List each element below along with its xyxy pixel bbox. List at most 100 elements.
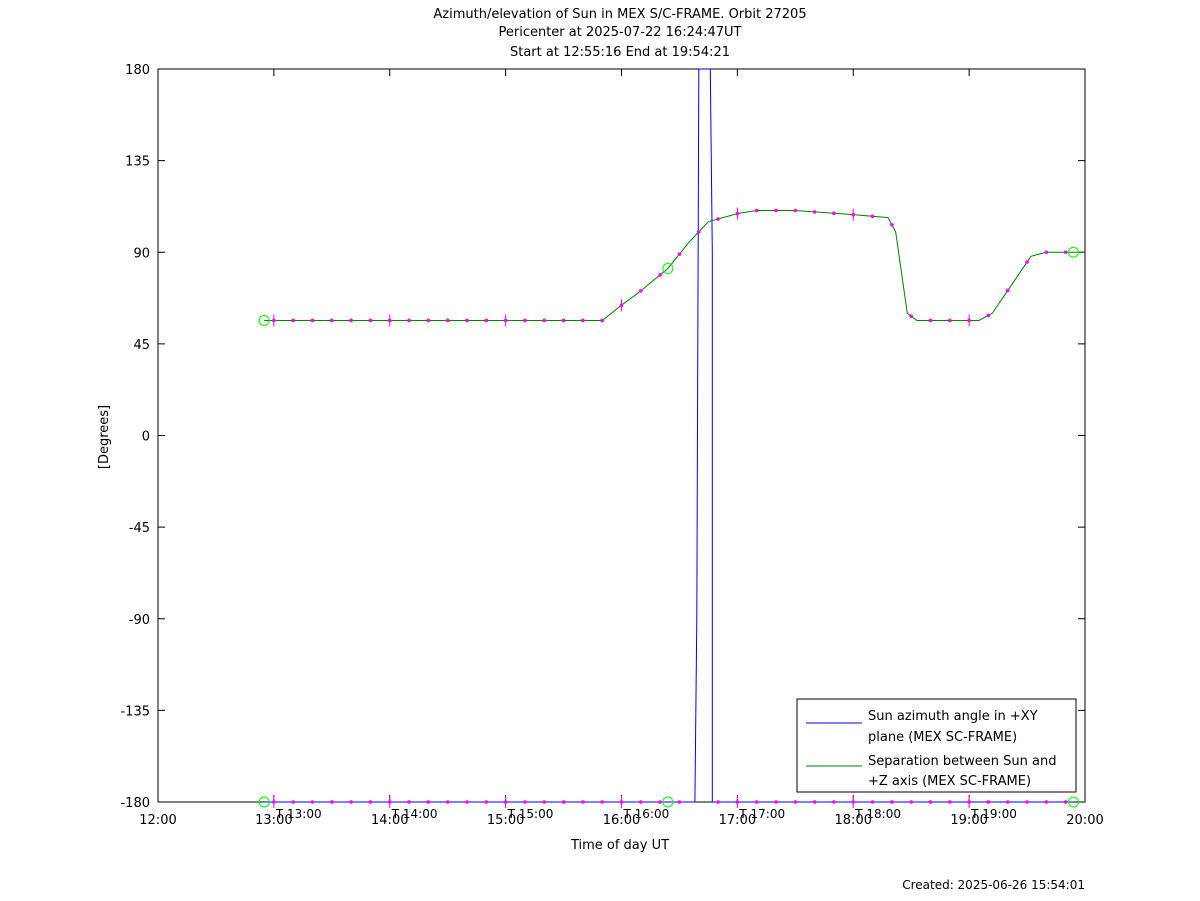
plot-area-frame: [157, 68, 1086, 803]
y-tick-label: 135: [125, 155, 150, 170]
data-point-marker: [658, 800, 662, 804]
data-point-marker: [600, 800, 604, 804]
data-point-marker: [890, 800, 894, 804]
data-point-marker: [774, 800, 778, 804]
chart-subtitle-pericenter: Pericenter at 2025-07-22 16:24:47UT: [498, 25, 741, 40]
x-tick-label: 18:00: [835, 813, 872, 828]
event-circle-marker: [662, 263, 674, 275]
event-circle-marker: [258, 314, 270, 326]
y-tick-label: 180: [125, 63, 150, 78]
legend-box: [796, 698, 1077, 793]
data-point-marker: [639, 289, 643, 293]
data-point-marker: [793, 800, 798, 804]
data-point-marker: [445, 318, 450, 323]
data-point-marker: [600, 318, 604, 323]
x-tick-label: 16:00: [603, 813, 640, 828]
x-tick-label: 13:00: [255, 813, 292, 828]
data-point-marker: [793, 208, 798, 213]
x-axis-label: Time of day UT: [570, 838, 669, 853]
t-marker-label: T 19:00: [970, 807, 1017, 821]
data-point-marker: [716, 800, 720, 804]
data-point-marker: [407, 800, 411, 804]
data-point-marker: [465, 318, 469, 323]
y-tick-label: -45: [129, 521, 150, 536]
data-point-marker: [948, 318, 952, 323]
data-point-marker: [561, 800, 566, 804]
y-tick-label: -180: [120, 796, 150, 811]
data-point-marker: [870, 800, 875, 804]
x-tick-label: 20:00: [1066, 813, 1103, 828]
data-point-marker: [696, 230, 701, 234]
data-point-marker: [812, 210, 817, 214]
legend-label-azimuth-line1: Sun azimuth angle in +XY: [868, 709, 1038, 724]
data-point-marker: [426, 318, 431, 323]
event-circle-marker: [1067, 796, 1079, 808]
data-point-marker: [349, 318, 353, 323]
data-point-marker: [523, 800, 527, 804]
data-point-marker: [909, 800, 913, 804]
chart-title: Azimuth/elevation of Sun in MEX S/C-FRAM…: [433, 7, 806, 22]
data-point-marker: [754, 800, 759, 804]
t-marker-label: T 13:00: [275, 807, 322, 821]
x-tick-label: 17:00: [719, 813, 756, 828]
event-circle-marker: [258, 796, 270, 808]
t-marker-label: T 17:00: [738, 807, 785, 821]
data-point-marker: [986, 800, 991, 804]
legend-label-azimuth-line2: plane (MEX SC-FRAME): [868, 730, 1017, 745]
data-point-marker: [658, 273, 662, 277]
data-point-marker: [484, 318, 489, 323]
created-timestamp: Created: 2025-06-26 15:54:01: [902, 878, 1085, 892]
y-tick-label: 0: [142, 430, 150, 445]
data-point-marker: [1044, 800, 1049, 804]
data-point-marker: [523, 318, 527, 323]
t-marker-label: T 16:00: [623, 807, 670, 821]
series-markers: [258, 207, 1079, 808]
data-point-marker: [561, 318, 566, 323]
data-point-marker: [330, 800, 334, 804]
data-point-marker: [986, 313, 991, 318]
data-point-marker: [639, 800, 643, 804]
data-point-marker: [1005, 800, 1010, 804]
data-point-marker: [754, 208, 759, 213]
data-point-marker: [832, 211, 836, 216]
data-point-marker: [1005, 288, 1010, 293]
event-circle-marker: [662, 796, 674, 808]
x-tick-label: 14:00: [371, 813, 408, 828]
data-point-marker: [484, 800, 489, 804]
x-tick-label: 12:00: [139, 813, 176, 828]
data-point-marker: [909, 314, 913, 318]
data-point-marker: [368, 318, 373, 323]
x-axis-ticks: 12:00 13:00 14:00 15:00 16:00 17:00 18:00 19:00…: [139, 69, 1104, 828]
t-marker-label: T 15:00: [507, 807, 554, 821]
data-point-marker: [928, 318, 933, 323]
data-point-marker: [407, 318, 411, 323]
data-point-marker: [368, 800, 373, 804]
data-point-marker: [581, 800, 585, 804]
data-point-marker: [465, 800, 469, 804]
y-axis-label: [Degrees]: [97, 405, 112, 469]
x-tick-label: 15:00: [487, 813, 524, 828]
legend-label-separation-line2: +Z axis (MEX SC-FRAME): [868, 774, 1031, 789]
data-point-marker: [774, 208, 778, 213]
data-point-marker: [1063, 250, 1068, 255]
data-point-marker: [1063, 800, 1068, 804]
series-line-separation: [264, 210, 1085, 321]
data-point-marker: [581, 318, 585, 323]
chart-subtitle-start-end: Start at 12:55:16 End at 19:54:21: [510, 45, 730, 60]
data-point-marker: [1025, 800, 1029, 804]
data-point-marker: [928, 800, 933, 804]
data-point-marker: [542, 318, 547, 323]
data-point-marker: [832, 800, 836, 804]
data-point-marker: [1025, 260, 1029, 264]
data-point-marker: [812, 800, 817, 804]
data-point-marker: [291, 318, 295, 323]
t-marker-label: T 14:00: [391, 807, 438, 821]
data-point-marker: [542, 800, 547, 804]
y-axis-ticks: 180 135 90 45 0 -45 -90 -135 -180: [120, 63, 1085, 811]
legend-label-separation-line1: Separation between Sun and: [868, 754, 1056, 769]
x-tick-label: 19:00: [950, 813, 987, 828]
data-point-marker: [948, 800, 952, 804]
event-circle-marker: [1067, 246, 1079, 258]
data-point-marker: [349, 800, 353, 804]
